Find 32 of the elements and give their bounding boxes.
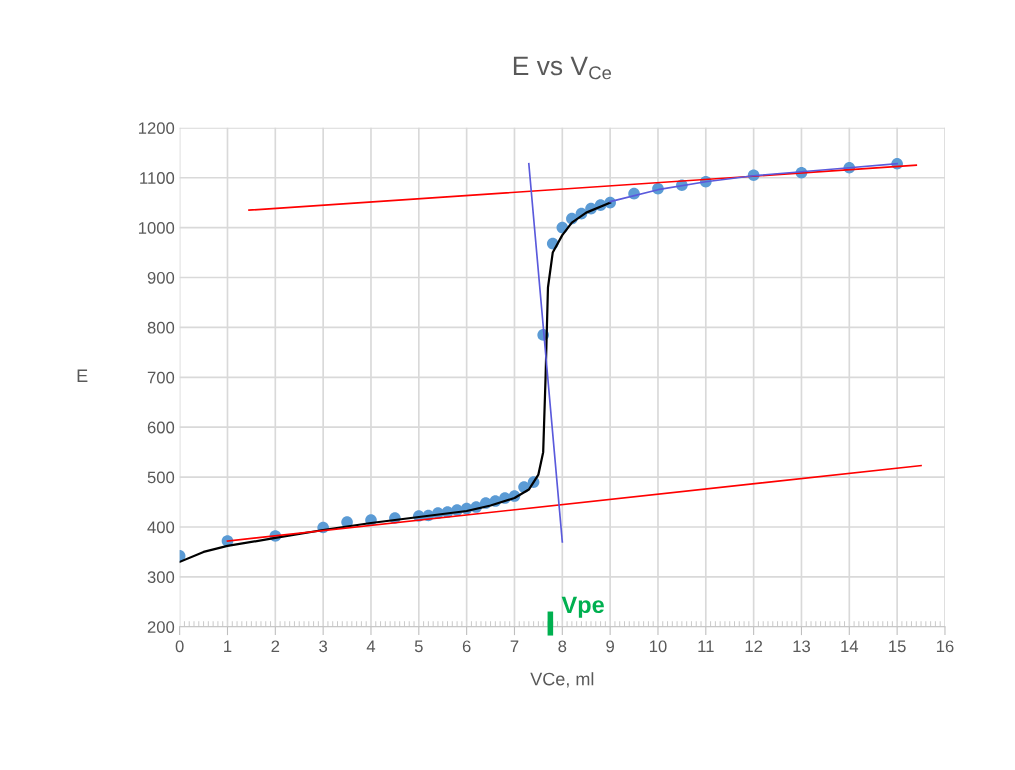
x-tick-label: 9 [606, 640, 614, 653]
x-tick-label: 7 [510, 640, 519, 653]
x-tick-label: 15 [889, 640, 906, 653]
x-tick-label: 12 [745, 640, 763, 653]
x-tick-label: 13 [793, 640, 811, 653]
x-axis-title: VCe, ml [530, 672, 594, 688]
x-tick-label: 16 [936, 640, 954, 653]
y-axis-title: E [77, 369, 88, 382]
y-tick-label: 600 [147, 421, 175, 434]
ref-line-label: Vpe [561, 596, 604, 618]
x-tick-label: 14 [841, 640, 859, 653]
y-tick-label: 1000 [138, 222, 175, 234]
x-tick-label: 10 [649, 640, 667, 653]
y-tick-label: 200 [147, 621, 175, 633]
x-tick-label: 6 [462, 640, 471, 653]
y-tick-label: 400 [147, 521, 175, 534]
x-tick-label: 8 [558, 640, 567, 653]
y-tick-label: 500 [147, 471, 175, 484]
y-tick-label: 1100 [140, 172, 175, 184]
x-tick-label: 4 [366, 640, 376, 653]
y-tick-label: 300 [147, 571, 175, 584]
x-tick-label: 0 [175, 640, 184, 653]
x-tick-label: 3 [319, 640, 328, 653]
x-tick-label: 2 [271, 640, 280, 653]
x-tick-label: 11 [698, 640, 714, 653]
y-tick-label: 700 [147, 371, 175, 384]
chart-title: E vs V$_{Ce}$ [513, 56, 612, 80]
y-tick-label: 800 [147, 321, 175, 334]
y-tick-label: 1200 [138, 122, 175, 135]
x-tick-label: 5 [414, 640, 423, 653]
y-tick-label: 900 [147, 271, 175, 284]
x-tick-label: 1 [224, 640, 232, 653]
